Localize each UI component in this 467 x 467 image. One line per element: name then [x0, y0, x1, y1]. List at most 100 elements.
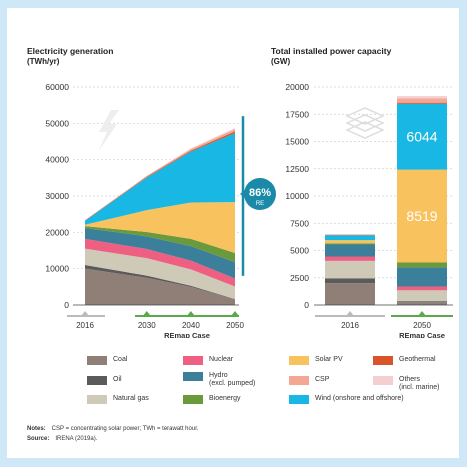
layers-icon — [345, 107, 385, 125]
right-bar-segment-wind-onshore-and-offshore- — [325, 235, 375, 241]
left-x-marker — [142, 311, 151, 316]
left-ytick-label: 0 — [64, 300, 69, 310]
source-text: IRENA (2019a). — [55, 436, 98, 442]
legend-label: Geothermal — [399, 356, 436, 363]
left-x-marker — [81, 311, 89, 316]
right-bar-segment-solar-pv — [397, 169, 447, 263]
right-chart-unit: (GW) — [271, 57, 291, 66]
legend-swatch — [183, 372, 203, 381]
right-bar-segment-hydro-excl-pumped- — [325, 244, 375, 257]
left-xtick-label: 2030 — [138, 321, 156, 330]
legend-swatch — [289, 356, 309, 365]
right-bar-segment-geothermal — [397, 102, 447, 104]
legend-swatch — [87, 376, 107, 385]
left-chart-unit: (TWh/yr) — [27, 57, 60, 66]
left-ytick-label: 50000 — [45, 118, 69, 128]
right-bar-segment-wind-onshore-and-offshore- — [397, 103, 447, 170]
left-area-natural-gas — [85, 248, 235, 300]
legend-swatch — [373, 376, 393, 385]
left-area-coal — [85, 268, 235, 305]
legend-item: CSP — [289, 376, 329, 385]
left-area-bioenergy — [85, 226, 235, 263]
right-bar-value-label: 6044 — [406, 129, 437, 145]
right-x-marker — [418, 311, 426, 316]
legend-label: Coal — [113, 356, 128, 363]
legend-label: CSP — [315, 376, 330, 383]
re-callout-circle — [244, 178, 276, 210]
figure-card: Electricity generation (TWh/yr) Total in… — [7, 8, 459, 458]
left-remap-label: REmap Case — [164, 331, 210, 338]
right-bar-segment-solar-pv — [325, 240, 375, 244]
left-area-nuclear — [85, 238, 235, 287]
lightning-icon — [98, 110, 119, 152]
left-ytick-label: 10000 — [45, 264, 69, 274]
left-xtick-label: 2050 — [226, 321, 244, 330]
right-bar-segment-coal — [397, 302, 447, 305]
re-callout-value: 86% — [249, 187, 271, 199]
left-ytick-label: 30000 — [45, 191, 69, 201]
legend-item: Geothermal — [373, 356, 436, 365]
legend-swatch — [183, 395, 203, 404]
right-bar-segment-oil — [397, 301, 447, 303]
legend-item: Bioenergy — [183, 395, 241, 404]
legend-swatch — [289, 376, 309, 385]
legend-label: Hydro (excl. pumped) — [209, 372, 256, 387]
legend-swatch — [373, 356, 393, 365]
right-ytick-label: 20000 — [285, 82, 309, 92]
legend-label: Solar PV — [315, 356, 343, 363]
right-bar-value-label: 8519 — [406, 208, 437, 224]
legend-item: Solar PV — [289, 356, 343, 365]
right-bar-segment-bioenergy — [397, 262, 447, 268]
notes-label: Notes: — [27, 426, 46, 432]
left-area-oil — [85, 265, 235, 300]
right-bar-segment-others-incl-marine- — [325, 234, 375, 235]
right-x-marker — [346, 311, 354, 316]
right-bar-segment-natural-gas — [397, 290, 447, 302]
legend-item: Natural gas — [87, 395, 149, 404]
right-bar-segment-bioenergy — [325, 243, 375, 245]
left-x-marker — [231, 311, 239, 316]
right-ytick-label: 7500 — [290, 218, 309, 228]
left-ytick-label: 20000 — [45, 227, 69, 237]
legend-item: Others (incl. marine) — [373, 376, 439, 392]
legend-label: Nuclear — [209, 356, 234, 363]
right-bar-segment-hydro-excl-pumped- — [397, 267, 447, 287]
right-bar-segment-nuclear — [325, 256, 375, 261]
legend-swatch — [87, 356, 107, 365]
source-label: Source: — [27, 436, 50, 442]
legend-label: Natural gas — [113, 395, 149, 402]
right-bar-segment-nuclear — [397, 286, 447, 291]
left-area-wind-onshore-and-offshore- — [85, 133, 235, 225]
left-area-hydro-excl-pumped- — [85, 227, 235, 279]
right-chart-title: Total installed power capacity — [271, 46, 392, 56]
legend-item: Nuclear — [183, 356, 233, 365]
legend-label: Wind (onshore and offshore) — [315, 395, 404, 402]
left-ytick-label: 40000 — [45, 155, 69, 165]
legend-swatch — [87, 395, 107, 404]
source-line: Source: IRENA (2019a). — [27, 436, 97, 442]
right-ytick-label: 2500 — [290, 273, 309, 283]
legend-label: Others (incl. marine) — [399, 376, 440, 391]
right-ytick-label: 0 — [304, 300, 309, 310]
re-callout-pointer — [240, 190, 245, 198]
right-xtick-label: 2050 — [413, 321, 431, 330]
left-ytick-label: 60000 — [45, 82, 69, 92]
legend-item: Oil — [87, 376, 122, 385]
left-chart-title: Electricity generation — [27, 46, 114, 56]
layers-icon — [345, 114, 385, 132]
right-ytick-label: 10000 — [285, 191, 309, 201]
right-bar-segment-coal — [325, 283, 375, 305]
right-bar-segment-csp — [397, 98, 447, 103]
right-ytick-label: 15000 — [285, 137, 309, 147]
legend-label: Oil — [113, 376, 122, 383]
right-bar-segment-others-incl-marine- — [397, 96, 447, 99]
legend-item: Coal — [87, 356, 127, 365]
right-bar-segment-natural-gas — [325, 260, 375, 279]
charts-svg: 010000200003000040000500006000086%RE2016… — [45, 82, 453, 338]
right-ytick-label: 17500 — [285, 109, 309, 119]
notes-text: CSP = concentrating solar power; TWh = t… — [51, 426, 199, 432]
legend-label: Bioenergy — [209, 395, 241, 402]
layers-icon — [345, 121, 385, 139]
legend-swatch — [289, 395, 309, 404]
legend-swatch — [183, 356, 203, 365]
